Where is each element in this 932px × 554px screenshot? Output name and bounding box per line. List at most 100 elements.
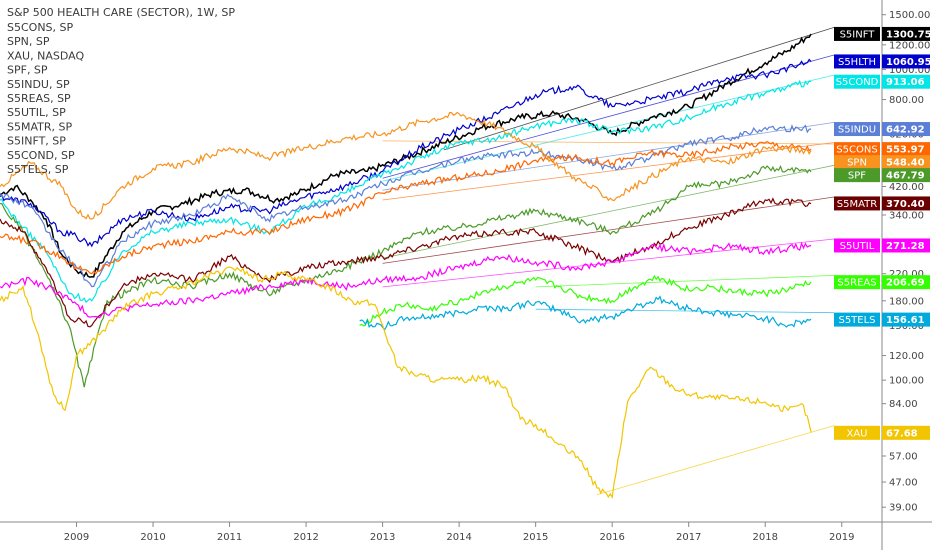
tag-name-s5util: S5UTIL: [840, 241, 875, 252]
y-tick-label: 220.00: [889, 269, 924, 280]
trendline-xau: [596, 425, 835, 496]
value-tags-layer: S5INFT 1300.75 S5HLTH 1060.95 S5COND 913.06 S5…: [834, 26, 932, 440]
tag-value-s5hlth: 1060.95: [886, 57, 932, 68]
tag-name-box-s5inft: [834, 26, 880, 41]
trendline-s5matr: [382, 196, 835, 264]
trendline-s5cond: [382, 74, 835, 182]
tag-name-box-s5hlth: [834, 54, 880, 69]
tag-name-xau: XAU: [846, 428, 867, 439]
tag-value-box-s5inft: [882, 26, 930, 41]
tag-name-s5matr: S5MATR: [837, 199, 878, 210]
chart-title: S&P 500 HEALTH CARE (SECTOR), 1W, SP: [7, 6, 235, 19]
series-line-s5cond: [0, 79, 812, 303]
tag-value-s5reas: 206.69: [886, 278, 925, 289]
trendline-s5util: [382, 238, 835, 288]
x-tick-label: 2014: [446, 532, 471, 543]
tag-name-s5tels: S5TELS: [838, 315, 875, 326]
y-tick-label: 420.00: [889, 182, 924, 193]
trendline-s5reas: [535, 275, 835, 288]
series-line-s5util: [0, 241, 812, 319]
tag-value-s5inft: 1300.75: [886, 29, 932, 40]
tag-name-box-s5util: [834, 238, 880, 253]
tag-value-s5indu: 642.92: [886, 125, 925, 136]
x-tick-label: 2016: [599, 532, 624, 543]
tag-name-s5cons: S5CONS: [836, 145, 877, 156]
tag-value-box-s5reas: [882, 275, 930, 290]
x-tick-label: 2010: [140, 532, 165, 543]
x-tick-label: 2018: [752, 532, 777, 543]
tag-name-s5inft: S5INFT: [840, 29, 876, 40]
tag-name-box-s5cond: [834, 74, 880, 89]
tag-name-box-s5matr: [834, 196, 880, 211]
series-line-spn: [0, 111, 812, 220]
tag-name-spf: SPF: [848, 171, 866, 182]
series-line-s5tels: [359, 295, 812, 332]
tag-value-box-s5hlth: [882, 54, 930, 69]
y-tick-label: 57.00: [889, 451, 918, 462]
series-line-s5indu: [0, 124, 812, 288]
tag-value-box-s5matr: [882, 196, 930, 211]
tag-value-box-s5tels: [882, 312, 930, 327]
trendlines-layer: [382, 27, 835, 496]
tag-name-s5reas: S5REAS: [837, 278, 876, 289]
tag-value-box-s5cons: [882, 142, 930, 157]
tag-value-box-xau: [882, 425, 930, 440]
x-tick-label: 2011: [217, 532, 242, 543]
y-tick-label: 39.00: [889, 503, 918, 514]
tag-name-box-s5cons: [834, 142, 880, 157]
legend: S&P 500 HEALTH CARE (SECTOR), 1W, SP S5C…: [7, 6, 235, 176]
x-tick-label: 2013: [370, 532, 395, 543]
x-tick-label: 2012: [293, 532, 318, 543]
x-tick-label: 2017: [676, 532, 701, 543]
series-line-s5inft: [0, 33, 812, 278]
x-tick-label: 2009: [64, 532, 89, 543]
tag-value-xau: 67.68: [886, 428, 918, 439]
tag-name-s5hlth: S5HLTH: [838, 57, 876, 68]
tag-value-box-s5cond: [882, 74, 930, 89]
series-line-s5matr: [0, 197, 812, 328]
trendline-s5hlth: [382, 54, 835, 179]
legend-entry: S5UTIL, SP: [7, 106, 66, 119]
tag-name-box-s5indu: [834, 122, 880, 137]
legend-entry: S5MATR, SP: [7, 120, 72, 133]
legend-entry: SPF, SP: [7, 64, 48, 77]
trendline-s5inft: [443, 27, 835, 151]
y-tick-label: 1200.00: [889, 40, 930, 51]
tag-value-box-spn: [882, 155, 930, 170]
legend-entry: XAU, NASDAQ: [7, 49, 84, 62]
tag-name-box-s5reas: [834, 275, 880, 290]
x-tick-label: 2015: [523, 532, 548, 543]
tag-value-spn: 548.40: [886, 158, 925, 169]
legend-entry: S5COND, SP: [7, 149, 75, 162]
tag-value-s5util: 271.28: [886, 241, 925, 252]
tag-name-s5indu: S5INDU: [838, 125, 876, 136]
tag-value-s5cond: 913.06: [886, 77, 925, 88]
legend-entry: S5TELS, SP: [7, 163, 69, 176]
tag-name-box-spf: [834, 168, 880, 183]
trendline-spf: [382, 164, 835, 259]
y-tick-label: 1000.00: [889, 65, 930, 76]
tag-value-box-s5indu: [882, 122, 930, 137]
legend-entry: S5INDU, SP: [7, 78, 70, 91]
tag-name-box-spn: [834, 155, 880, 170]
tag-value-spf: 467.79: [886, 171, 925, 182]
y-tick-label: 180.00: [889, 296, 924, 307]
tag-value-box-spf: [882, 168, 930, 183]
series-line-s5cons: [0, 140, 812, 275]
series-line-spf: [0, 164, 812, 388]
tag-name-box-xau: [834, 425, 880, 440]
tag-value-s5cons: 553.97: [886, 145, 925, 156]
series-line-xau: [0, 266, 812, 500]
tag-value-s5matr: 370.40: [886, 199, 925, 210]
legend-entry: S5REAS, SP: [7, 92, 71, 105]
legend-entry: S5CONS, SP: [7, 21, 74, 34]
y-tick-label: 47.00: [889, 478, 918, 489]
tag-name-spn: SPN: [847, 158, 867, 169]
y-tick-label: 800.00: [889, 95, 924, 106]
y-tick-label: 84.00: [889, 399, 918, 410]
x-axis-ticks: 2009 2010 2011 2012 2013 2014 2015 2016 2017 2018…: [64, 522, 854, 543]
legend-entry: SPN, SP: [7, 35, 50, 48]
series-line-s5hlth: [0, 58, 812, 248]
tag-value-s5tels: 156.61: [886, 315, 925, 326]
